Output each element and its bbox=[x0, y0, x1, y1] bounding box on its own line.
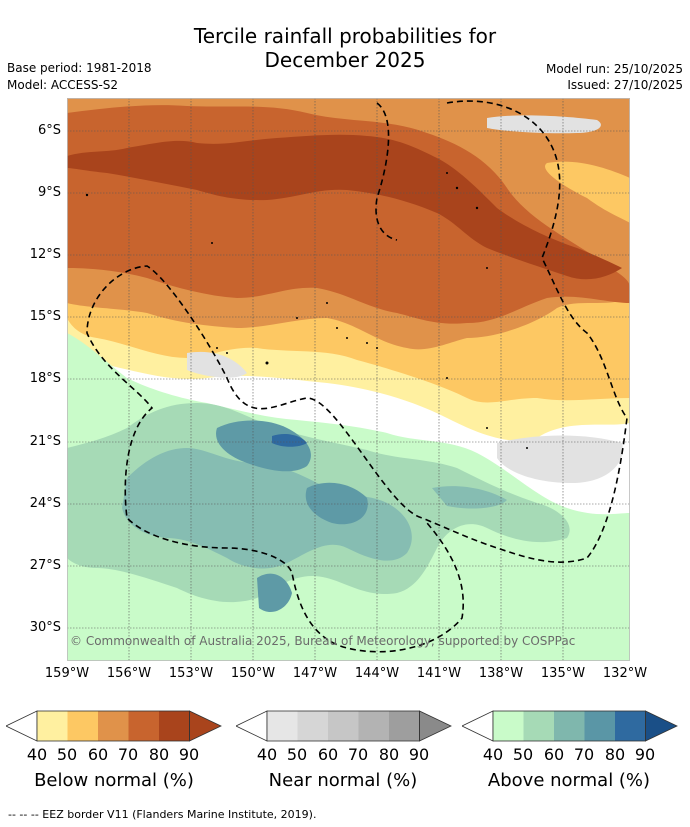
title-line-1: Tercile rainfall probabilities for bbox=[193, 24, 497, 48]
near-normal-patch-east bbox=[497, 435, 623, 483]
lon-label: 132°W bbox=[602, 666, 648, 681]
lat-label: 30°S bbox=[29, 620, 61, 635]
above-80-region bbox=[272, 433, 307, 447]
cbar-tick: 80 bbox=[604, 745, 626, 764]
cbar-tick: 50 bbox=[512, 745, 534, 764]
eez-borders bbox=[86, 100, 628, 653]
below-normal-colorbar bbox=[6, 710, 222, 742]
cbar-tick: 90 bbox=[634, 745, 656, 764]
lon-label: 156°W bbox=[106, 666, 152, 681]
issued-date: Issued: 27/10/2025 bbox=[567, 78, 683, 92]
lat-label: 6°S bbox=[37, 123, 61, 138]
copyright-notice: © Commonwealth of Australia 2025, Bureau… bbox=[70, 634, 576, 648]
lon-label: 141°W bbox=[416, 666, 462, 681]
lon-label: 135°W bbox=[540, 666, 586, 681]
lon-label: 159°W bbox=[44, 666, 90, 681]
cbar-tick: 80 bbox=[378, 745, 400, 764]
above-normal-colorbar bbox=[462, 710, 678, 742]
lon-label: 138°W bbox=[478, 666, 524, 681]
map-frame bbox=[67, 98, 630, 661]
lon-label: 150°W bbox=[230, 666, 276, 681]
cbar-tick: 70 bbox=[117, 745, 139, 764]
near-normal-patch-centre bbox=[187, 351, 247, 378]
lon-label: 144°W bbox=[354, 666, 400, 681]
eez-footnote: -- -- -- EEZ border V11 (Flanders Marine… bbox=[8, 808, 317, 821]
cbar-tick: 70 bbox=[573, 745, 595, 764]
cbar-tick: 80 bbox=[148, 745, 170, 764]
cbar-tick: 40 bbox=[482, 745, 504, 764]
model-run: Model run: 25/10/2025 bbox=[545, 62, 683, 76]
lat-label: 24°S bbox=[29, 496, 61, 511]
lon-grid bbox=[128, 98, 564, 661]
near-normal-title: Near normal (%) bbox=[268, 770, 418, 791]
cbar-tick: 60 bbox=[87, 745, 109, 764]
cbar-tick: 60 bbox=[543, 745, 565, 764]
base-period: Base period: 1981-2018 bbox=[7, 61, 152, 75]
lat-label: 18°S bbox=[29, 371, 61, 386]
cbar-tick: 40 bbox=[256, 745, 278, 764]
cbar-tick: 50 bbox=[56, 745, 78, 764]
lat-grid bbox=[67, 130, 630, 629]
lat-label: 9°S bbox=[37, 185, 61, 200]
above-60-region-east bbox=[432, 486, 507, 509]
island-dots bbox=[85, 172, 528, 449]
cbar-tick: 90 bbox=[408, 745, 430, 764]
cbar-tick: 50 bbox=[286, 745, 308, 764]
cbar-tick: 40 bbox=[26, 745, 48, 764]
above-70-region-south bbox=[257, 573, 292, 613]
cbar-tick: 90 bbox=[178, 745, 200, 764]
model-name: Model: ACCESS-S2 bbox=[7, 78, 119, 92]
near-normal-colorbar bbox=[236, 710, 452, 742]
above-70-region bbox=[216, 420, 311, 472]
lat-label: 21°S bbox=[29, 434, 61, 449]
lat-label: 15°S bbox=[29, 309, 61, 324]
below-80-region bbox=[67, 134, 622, 280]
title-line-2: December 2025 bbox=[264, 48, 426, 72]
near-normal-patch-north bbox=[487, 115, 601, 134]
probability-map bbox=[67, 98, 630, 661]
cbar-tick: 60 bbox=[317, 745, 339, 764]
below-normal-title: Below normal (%) bbox=[34, 770, 194, 791]
above-70-region-centre bbox=[305, 482, 368, 525]
lat-label: 12°S bbox=[29, 247, 61, 262]
above-normal-title: Above normal (%) bbox=[487, 770, 651, 791]
cbar-tick: 70 bbox=[347, 745, 369, 764]
lon-label: 153°W bbox=[168, 666, 214, 681]
lat-label: 27°S bbox=[29, 558, 61, 573]
above-60-region bbox=[122, 448, 412, 569]
lon-label: 147°W bbox=[292, 666, 338, 681]
